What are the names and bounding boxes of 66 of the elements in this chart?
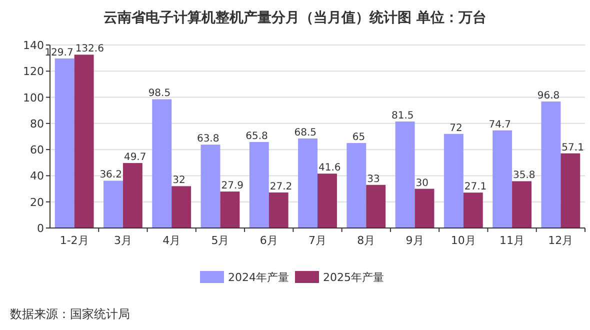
bar xyxy=(268,192,288,228)
data-label: 74.7 xyxy=(488,119,512,130)
bar xyxy=(512,181,532,228)
bar xyxy=(560,153,580,228)
data-label: 68.5 xyxy=(294,127,316,138)
data-label: 132.6 xyxy=(75,44,104,55)
x-tick-label: 6月 xyxy=(260,234,278,247)
bar xyxy=(172,186,192,228)
y-tick-label: 20 xyxy=(30,196,44,209)
data-label: 98.5 xyxy=(148,88,171,100)
bar xyxy=(200,144,220,228)
data-label: 27.9 xyxy=(221,180,244,192)
y-tick-label: 140 xyxy=(23,39,44,52)
y-tick-label: 80 xyxy=(30,117,44,130)
bar xyxy=(541,101,561,228)
y-tick-label: 100 xyxy=(23,91,44,104)
bar xyxy=(104,180,123,228)
data-label: 72 xyxy=(450,122,462,134)
data-label: 63.8 xyxy=(196,134,220,145)
bar xyxy=(249,142,269,228)
data-label: 33 xyxy=(367,174,380,185)
bar xyxy=(414,188,434,228)
data-label: 27.1 xyxy=(464,182,487,193)
x-tick-label: 7月 xyxy=(308,234,326,247)
bar xyxy=(346,143,366,228)
x-tick-label: 10月 xyxy=(450,234,476,247)
data-label: 41.6 xyxy=(318,162,341,174)
bar xyxy=(463,192,483,228)
legend-label: 2024年产量 xyxy=(228,271,289,284)
y-tick-label: 40 xyxy=(30,170,44,183)
data-label: 81.5 xyxy=(392,110,414,122)
data-label: 65.8 xyxy=(246,130,268,142)
bar xyxy=(122,163,142,228)
bar xyxy=(318,174,337,228)
x-tick-label: 9月 xyxy=(406,234,424,247)
data-label: 30 xyxy=(416,178,429,189)
x-tick-label: 3月 xyxy=(114,234,132,247)
bar xyxy=(220,192,240,228)
legend-label: 2025年产量 xyxy=(323,271,384,284)
x-tick-label: 11月 xyxy=(500,234,525,247)
x-tick-label: 1-2月 xyxy=(60,234,89,247)
x-tick-label: 8月 xyxy=(357,234,376,247)
y-tick-label: 60 xyxy=(30,144,44,157)
data-label: 96.8 xyxy=(537,90,560,102)
source-note: 数据来源：国家统计局 xyxy=(10,307,130,321)
y-tick-label: 0 xyxy=(37,222,44,235)
data-label: 27.2 xyxy=(270,181,292,192)
bar xyxy=(152,99,172,228)
data-label: 57.1 xyxy=(562,142,584,154)
data-label: 32 xyxy=(172,175,186,186)
bar xyxy=(74,54,94,228)
bar xyxy=(298,138,318,228)
bar xyxy=(54,58,74,228)
bar xyxy=(395,121,415,228)
x-tick-label: 4月 xyxy=(162,234,181,247)
bar xyxy=(444,134,464,228)
chart-title: 云南省电子计算机整机产量分月（当月值）统计图 单位：万台 xyxy=(104,9,486,26)
data-label: 49.7 xyxy=(124,152,146,164)
data-label: 65 xyxy=(352,132,366,144)
y-tick-label: 120 xyxy=(23,65,44,78)
data-label: 36.2 xyxy=(100,170,122,181)
x-tick-label: 5月 xyxy=(211,234,230,247)
data-label: 35.8 xyxy=(513,170,536,182)
bar xyxy=(366,184,386,228)
x-tick-label: 12月 xyxy=(548,234,574,247)
bar xyxy=(492,130,512,228)
